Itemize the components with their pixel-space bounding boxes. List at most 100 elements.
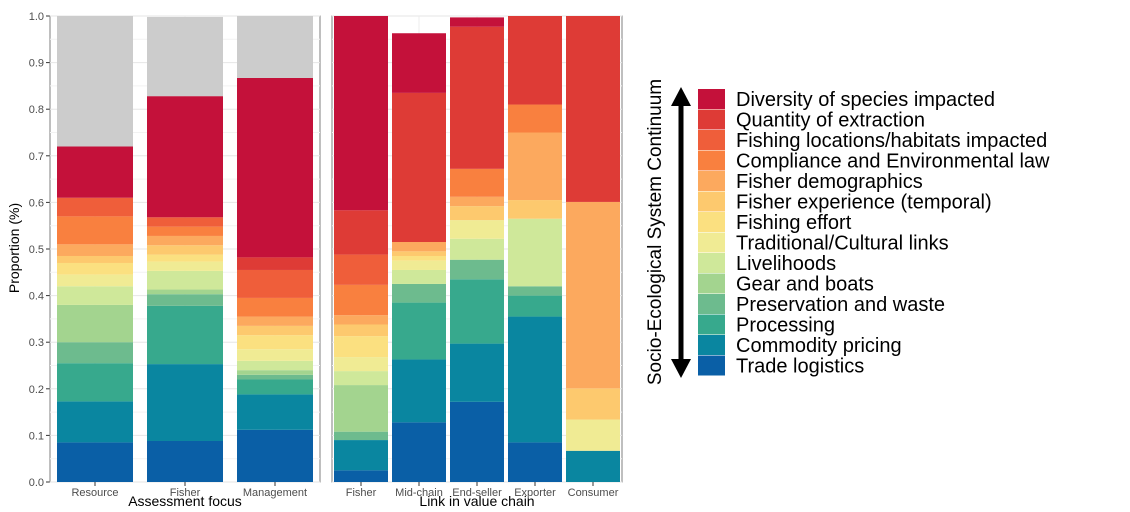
bar-segment-fishing-effort: [57, 262, 133, 275]
legend-swatch: [698, 89, 725, 109]
bar-segment-preservation-and-waste: [334, 431, 388, 441]
legend-label: Preservation and waste: [736, 294, 945, 316]
bar-segment-fishing-effort: [334, 336, 388, 358]
legend-item: Traditional/Cultural links: [698, 232, 949, 255]
legend-label: Fisher experience (temporal): [736, 192, 992, 214]
bar-segment-traditional-cultural-links: [147, 261, 223, 271]
bar-segment-compliance-and-environmental-law: [57, 216, 133, 245]
bar-segment-fisher-demographics: [566, 201, 620, 389]
y-tick-label: 0.6: [29, 197, 44, 209]
bar-segment-segment: [147, 16, 223, 97]
legend-swatch: [698, 109, 725, 130]
bar-segment-commodity-pricing: [237, 394, 313, 430]
bar-segment-processing: [508, 295, 562, 317]
bar-segment-livelihoods: [237, 360, 313, 371]
legend-label: Compliance and Environmental law: [736, 151, 1050, 173]
bar-segment-commodity-pricing: [566, 450, 620, 482]
bar-segment-livelihoods: [334, 371, 388, 386]
continuum-label: Socio-Ecological System Continuum: [645, 79, 666, 385]
legend-item: Livelihoods: [698, 253, 836, 275]
legend-label: Commodity pricing: [736, 335, 902, 357]
bar-segment-gear-and-boats: [57, 304, 133, 343]
bar-segment-compliance-and-environmental-law: [334, 284, 388, 316]
bar-segment-fishing-effort: [237, 335, 313, 350]
bar-segment-quantity-of-extraction: [566, 16, 620, 202]
legend-label: Fisher demographics: [736, 171, 923, 193]
legend-label: Processing: [736, 315, 835, 337]
bar-segment-fisher-experience-temporal: [566, 388, 620, 420]
bar-segment-diversity-of-species-impacted: [57, 146, 133, 198]
bar-segment-preservation-and-waste: [57, 342, 133, 364]
legend-swatch: [698, 150, 725, 171]
continuum-arrow: [671, 87, 691, 378]
legend-swatch: [698, 191, 725, 212]
bar-segment-preservation-and-waste: [508, 286, 562, 296]
legend-swatch: [698, 171, 725, 191]
bar-segment-compliance-and-environmental-law: [147, 226, 223, 236]
bar-segment-fishing-locations-habitats-impacted: [334, 254, 388, 285]
bar-segment-traditional-cultural-links: [237, 349, 313, 361]
bar-segment-compliance-and-environmental-law: [450, 168, 504, 197]
legend-label: Diversity of species impacted: [736, 89, 995, 111]
bar-segment-fishing-locations-habitats-impacted: [57, 197, 133, 217]
legend-label: Gear and boats: [736, 274, 874, 296]
bar-segment-trade-logistics: [508, 442, 562, 482]
bar-segment-fisher-demographics: [334, 315, 388, 325]
bar-segment-segment: [57, 16, 133, 147]
bar-segment-commodity-pricing: [450, 343, 504, 402]
bar-segment-processing: [57, 363, 133, 402]
x-tick-label: Mid-chain: [395, 487, 443, 499]
legend-swatch: [698, 253, 725, 273]
y-tick-label: 0.3: [29, 337, 44, 349]
bar-segment-processing: [147, 305, 223, 365]
y-tick-label: 0.8: [29, 104, 44, 116]
y-axis-title: Proportion (%): [6, 203, 22, 293]
legend-item: Commodity pricing: [698, 335, 902, 357]
bar-segment-fisher-experience-temporal: [147, 245, 223, 255]
y-tick-label: 1.0: [29, 11, 44, 23]
bar-segment-livelihoods: [57, 286, 133, 305]
bar-segment-gear-and-boats: [237, 370, 313, 375]
y-tick-label: 0.9: [29, 58, 44, 70]
legend-item: Fisher experience (temporal): [698, 191, 992, 214]
bar-segment-trade-logistics: [392, 422, 446, 482]
bar-segment-traditional-cultural-links: [334, 357, 388, 372]
bar-segment-compliance-and-environmental-law: [237, 297, 313, 317]
y-tick-label: 0.5: [29, 244, 44, 256]
bar-segment-traditional-cultural-links: [392, 260, 446, 270]
bar-segment-preservation-and-waste: [450, 259, 504, 280]
bar-segment-fisher-demographics: [237, 316, 313, 326]
bar-segment-fisher-experience-temporal: [57, 255, 133, 263]
bar-segment-fisher-experience-temporal: [334, 324, 388, 337]
legend-item: Processing: [698, 314, 835, 337]
arrow-down-icon: [671, 359, 691, 378]
bar-segment-fishing-effort: [392, 255, 446, 261]
legend-item: Compliance and Environmental law: [698, 150, 1050, 173]
bar-segment-gear-and-boats: [147, 289, 223, 295]
bar-segment-gear-and-boats: [334, 385, 388, 432]
bar-segment-livelihoods: [450, 238, 504, 260]
x-tick-label: Fisher: [170, 487, 201, 499]
legend-item: Fishing locations/habitats impacted: [698, 130, 1047, 152]
bar-segment-fisher-demographics: [450, 196, 504, 207]
bar-segment-quantity-of-extraction: [508, 16, 562, 105]
y-tick-label: 0.4: [29, 291, 44, 303]
bar-segment-fisher-experience-temporal: [508, 200, 562, 219]
legend-item: Gear and boats: [698, 273, 874, 296]
arrow-up-icon: [671, 87, 691, 106]
legend-item: Diversity of species impacted: [698, 89, 995, 111]
bar-segment-commodity-pricing: [392, 359, 446, 423]
bar-segment-fisher-experience-temporal: [392, 251, 446, 256]
bar-segment-livelihoods: [392, 269, 446, 284]
bar-segment-quantity-of-extraction: [334, 210, 388, 255]
bar-segment-trade-logistics: [57, 442, 133, 482]
bar-segment-preservation-and-waste: [237, 374, 313, 380]
x-axis-title: Link in value chain: [419, 493, 534, 509]
bar-segment-diversity-of-species-impacted: [237, 77, 313, 258]
bar-segment-trade-logistics: [147, 440, 223, 482]
bar-segment-quantity-of-extraction: [237, 257, 313, 270]
legend-item: Fisher demographics: [698, 171, 923, 193]
legend-swatch: [698, 294, 725, 314]
bar-segment-traditional-cultural-links: [57, 274, 133, 287]
